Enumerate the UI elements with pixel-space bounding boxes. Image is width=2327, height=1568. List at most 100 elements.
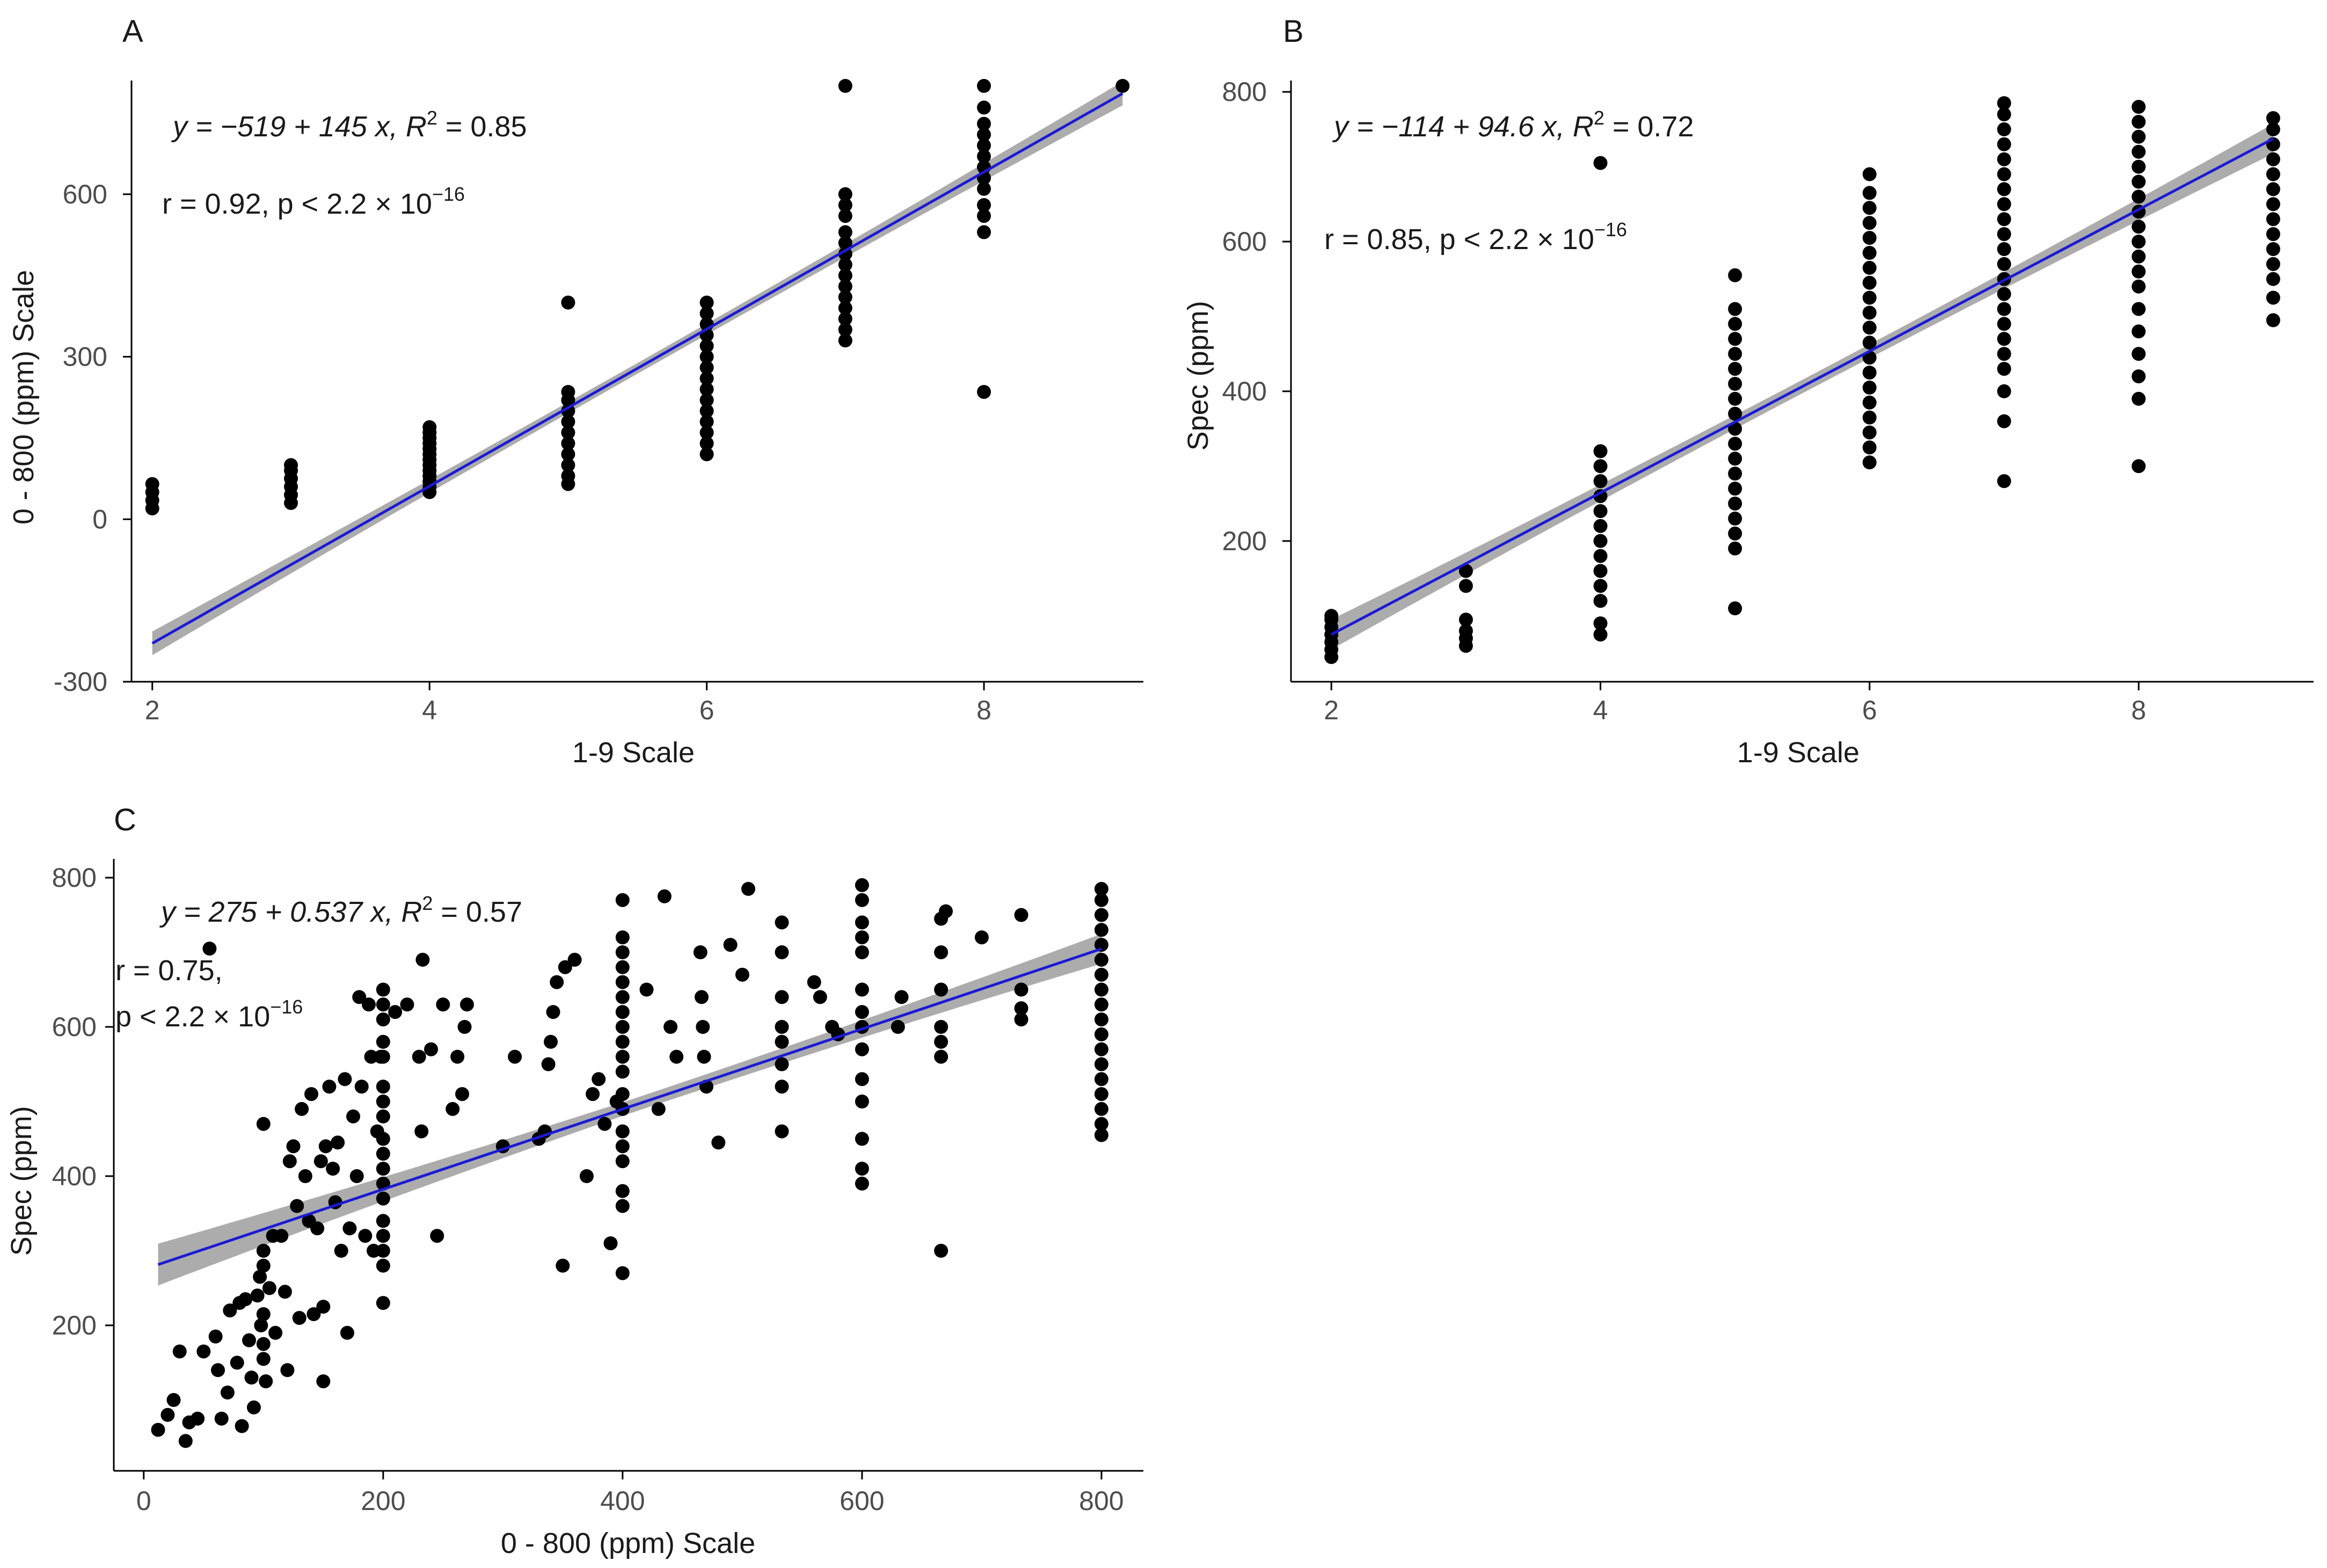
panel-b-correlation-sup: −16: [1594, 218, 1627, 240]
panel-c-data-point: [191, 1411, 205, 1426]
panel-c-data-point: [639, 982, 654, 997]
panel-b-y-tick-label: 200: [1222, 526, 1267, 556]
panel-b-data-point: [1728, 466, 1742, 481]
panel-b-data-point: [2266, 197, 2280, 212]
panel-b-data-point: [1593, 549, 1608, 563]
panel-a-data-point: [977, 181, 991, 196]
panel-c-data-point: [603, 1236, 618, 1251]
panel-b-data-point: [1593, 616, 1608, 631]
panel-b-data-point: [1593, 628, 1608, 642]
panel-c-data-point: [340, 1325, 354, 1340]
panel-c-data-point: [286, 1139, 301, 1154]
panel-a-x-tick-label: 8: [976, 695, 991, 725]
panel-a-x-tick-label: 6: [699, 695, 714, 725]
panel-c-data-point: [1094, 982, 1108, 997]
panel-b-data-point: [1997, 227, 2011, 242]
panel-c-data-point: [615, 1087, 630, 1102]
panel-c-data-point: [615, 975, 630, 989]
panel-c-data-point: [1094, 881, 1108, 896]
panel-b-data-point: [1728, 317, 1742, 331]
panel-b-data-point: [2266, 242, 2280, 256]
panel-c-data-point: [615, 930, 630, 945]
panel-a-y-tick-label: 600: [63, 179, 107, 209]
panel-c-x-tick-label: 400: [600, 1486, 645, 1516]
panel-b-x-axis-title: 1-9 Scale: [1737, 736, 1859, 769]
panel-c-data-point: [775, 1080, 789, 1094]
panel-b-data-point: [1997, 347, 2011, 361]
panel-c-data-point: [376, 1229, 390, 1243]
panel-b-x-tick-label: 8: [2131, 695, 2146, 725]
panel-b-data-point: [1997, 474, 2011, 488]
panel-c-data-point: [196, 1344, 211, 1359]
panel-b-data-point: [2132, 129, 2146, 144]
panel-c-data-point: [546, 1005, 560, 1019]
panel-a-data-point: [838, 225, 852, 239]
panel-c-plot-area: 0 200 400 600 800 200 400 600 800: [52, 859, 1143, 1516]
panel-a-data-point: [422, 420, 437, 434]
panel-c-data-point: [508, 1049, 522, 1064]
panel-c-data-point: [695, 990, 709, 1004]
panel-b-data-point: [1593, 474, 1608, 488]
panel-b-data-point: [1324, 609, 1339, 623]
panel-b-data-point: [1458, 612, 1473, 627]
panel-a-data-point: [977, 100, 991, 115]
panel-c-data-point: [280, 1363, 295, 1377]
panel-c-data-point: [934, 1020, 949, 1034]
panel-b-data-point: [2132, 235, 2146, 249]
panel-b-data-point: [2132, 144, 2146, 159]
panel-a-data-point: [699, 371, 714, 385]
panel-c-data-point: [615, 990, 630, 1004]
panel-a-x-tick-label: 4: [422, 695, 437, 725]
panel-b-y-tick-label: 600: [1222, 227, 1267, 257]
panel-c-data-point: [376, 1162, 390, 1176]
panel-b-data-point: [1862, 336, 1877, 350]
panel-c-data-point: [367, 1244, 381, 1258]
panel-c-data-point: [615, 1184, 630, 1198]
panel-a-data-point: [699, 306, 714, 320]
panel-a-data-point: [699, 393, 714, 407]
panel-c-data-point: [424, 1042, 438, 1056]
panel-c-data-point: [250, 1288, 265, 1303]
panel-c-data-point: [1094, 997, 1108, 1012]
panel-c-data-point: [455, 1087, 469, 1102]
panel-c-data-point: [338, 1072, 352, 1086]
panel-c-data-point: [253, 1270, 267, 1284]
panel-c-letter: C: [114, 803, 136, 837]
panel-c-data-point: [615, 893, 630, 907]
panel-c-data-point: [775, 915, 789, 930]
panel-c-data-point: [290, 1199, 304, 1213]
panel-c-data-point: [151, 1423, 165, 1437]
panel-c-equation: y = 275 + 0.537 x, R2 = 0.57: [159, 892, 522, 928]
panel-c-data-point: [586, 1087, 600, 1102]
panel-a-data-point: [561, 469, 575, 483]
panel-c-data-point: [615, 1005, 630, 1019]
panel-a-data-point: [838, 236, 852, 250]
panel-c-data-point: [855, 1042, 869, 1056]
panel-c-data-point: [723, 938, 738, 952]
panel-c-data-point: [242, 1333, 256, 1347]
panel-c-data-point: [1014, 1001, 1028, 1016]
panel-c-data-point: [430, 1229, 444, 1243]
panel-b-data-point: [1997, 317, 2011, 331]
panel-c-data-point: [855, 982, 869, 997]
panel-b-data-point: [2266, 272, 2280, 286]
panel-b-data-point: [1862, 320, 1877, 335]
panel-b-data-point: [2132, 279, 2146, 294]
panel-c-data-point: [230, 1355, 244, 1370]
panel-b-data-point: [2132, 302, 2146, 316]
panel-b-equation: y = −114 + 94.6 x, R2 = 0.72: [1332, 107, 1694, 143]
panel-b-data-point: [1593, 489, 1608, 504]
panel-c-data-point: [934, 982, 949, 997]
panel-b-data-point: [2132, 159, 2146, 174]
panel-c-data-point: [295, 1102, 309, 1116]
panel-c-x-axis-title: 0 - 800 (ppm) Scale: [501, 1527, 755, 1559]
panel-c-data-point: [376, 1147, 390, 1161]
panel-c-data-point: [1014, 982, 1028, 997]
panel-c-data-point: [446, 1102, 460, 1116]
panel-c-data-point: [376, 1080, 390, 1094]
panel-c-data-point: [697, 1049, 711, 1064]
panel-b-data-point: [1862, 455, 1877, 470]
panel-b-data-point: [2266, 290, 2280, 305]
panel-b-data-point: [1728, 526, 1742, 541]
